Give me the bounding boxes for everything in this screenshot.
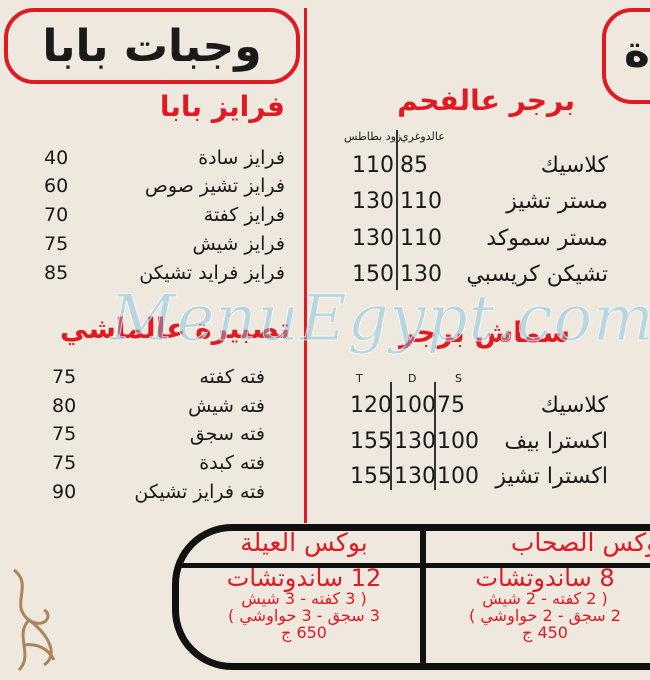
price-separator (434, 382, 436, 490)
item-name: فرايز فرايد تشيكن (139, 262, 285, 284)
item-price-plain: 110 (400, 225, 442, 251)
menu-item: اكسترا بيف 100 130 155 (340, 425, 608, 457)
box-friends: 8 ساندوتشات ( 2 كفته - 2 شيش 2 سجق - 2 ح… (430, 564, 650, 642)
item-price-with-fries: 150 (352, 261, 394, 287)
item-price-single: 100 (437, 463, 479, 489)
col-header-triple: T (356, 372, 363, 385)
item-price: 70 (44, 204, 69, 226)
price-separator (396, 130, 398, 290)
item-price: 75 (52, 366, 77, 388)
item-name: كلاسيك (540, 392, 608, 418)
item-name: اكسترا بيف (504, 428, 608, 454)
item-price: 80 (52, 395, 77, 417)
item-price-plain: 110 (400, 188, 442, 214)
menu-item: فته شيش 80 (20, 392, 265, 420)
item-name: فرايز كفتة (203, 204, 285, 226)
item-price: 85 (44, 262, 69, 284)
box-count: 8 ساندوتشات (475, 564, 615, 592)
ornament-icon (13, 568, 56, 672)
item-name: اكسترا تشيز (495, 463, 608, 489)
item-price-plain: 130 (400, 261, 442, 287)
menu-item: مستر سموكد 110 130 (340, 222, 608, 254)
menu-item: كلاسيك 75 100 120 (340, 389, 608, 421)
item-name: فرايز تشيز صوص (144, 175, 285, 197)
item-name: فته سجق (189, 423, 265, 445)
item-price-triple: 155 (350, 428, 392, 454)
box-header-line (178, 563, 650, 568)
menu-item: فته كبدة 75 (20, 449, 265, 477)
item-price-double: 100 (394, 392, 436, 418)
item-price-triple: 120 (350, 392, 392, 418)
item-price-with-fries: 130 (352, 225, 394, 251)
box-contents-1: ( 3 كفته - 3 شيش (241, 589, 367, 609)
fries-section-title: فرايز بابا (159, 90, 285, 123)
item-name: فرايز سادة (198, 147, 285, 169)
item-price-single: 75 (437, 392, 465, 418)
box-contents-1: ( 2 كفته - 2 شيش (482, 589, 608, 609)
item-price-with-fries: 110 (352, 152, 394, 178)
menu-item: فرايز كفتة 70 (20, 201, 285, 229)
price-separator (390, 382, 392, 490)
charcoal-burger-title: برجر عالفحم (397, 84, 575, 117)
box-contents-2: 2 سجق - 2 حواوشي ) (469, 605, 621, 625)
item-price-single: 100 (437, 428, 479, 454)
menu-item: فرايز سادة 40 (20, 144, 285, 172)
page-title: وجبات بابا (4, 8, 300, 84)
box-title-friends: بوكس الصحاب (510, 528, 650, 557)
box-price: 450 ج (522, 622, 568, 642)
menu-item: مستر تشيز 110 130 (340, 185, 608, 217)
item-name: مستر سموكد (486, 225, 608, 251)
item-name: مستر تشيز (506, 188, 608, 214)
item-price: 75 (52, 423, 77, 445)
item-price-double: 130 (394, 428, 436, 454)
item-price: 60 (44, 175, 69, 197)
menu-item: فته سجق 75 (20, 420, 265, 448)
box-family: 12 ساندوتشات ( 3 كفته - 3 شيش 3 سجق - 3 … (190, 564, 418, 642)
menu-item: فرايز تشيز صوص 60 (20, 172, 285, 200)
item-name: فته كفته (199, 366, 265, 388)
menu-item: فته كفته 75 (20, 363, 265, 391)
column-divider (304, 8, 307, 523)
menu-item: تشيكن كريسبي 130 150 (340, 258, 608, 290)
item-price: 40 (44, 147, 69, 169)
item-price: 75 (52, 452, 77, 474)
col-header-single: S (455, 372, 462, 385)
tasbeera-section-title: تصبيرة عالماشي (60, 312, 290, 345)
item-name: فته كبدة (199, 452, 265, 474)
col-header-with-fries: زود بطاطس (344, 130, 402, 143)
item-price: 75 (44, 233, 69, 255)
menu-item: فرايز فرايد تشيكن 85 (20, 259, 285, 287)
item-price-with-fries: 130 (352, 188, 394, 214)
item-name: فرايز شيش (192, 233, 285, 255)
item-price-double: 130 (394, 463, 436, 489)
smash-burger-title: سماش برجر (399, 316, 570, 349)
item-name: كلاسيك (540, 152, 608, 178)
item-price: 90 (52, 481, 77, 503)
item-name: تشيكن كريسبي (466, 261, 608, 287)
item-name: فته شيش (188, 395, 265, 417)
box-divider (420, 527, 426, 667)
item-name: فته فرايز تشيكن (134, 481, 265, 503)
box-contents-2: 3 سجق - 3 حواوشي ) (228, 605, 380, 625)
box-count: 12 ساندوتشات (226, 564, 382, 592)
boxes-frame (172, 524, 650, 670)
menu-item: كلاسيك 85 110 (340, 149, 608, 181)
partial-section-title: ة (602, 8, 650, 104)
menu-item: فرايز شيش 75 (20, 230, 285, 258)
menu-item: فته فرايز تشيكن 90 (20, 478, 265, 506)
box-title-family: بوكس العيلة (240, 528, 368, 557)
watermark: MenuEgypt.com (110, 282, 650, 357)
col-header-double: D (408, 372, 417, 385)
box-price: 650 ج (281, 622, 327, 642)
menu-item: اكسترا تشيز 100 130 155 (340, 460, 608, 492)
item-price-plain: 85 (400, 152, 428, 178)
col-header-plain: عالدوغري (400, 130, 445, 143)
item-price-triple: 155 (350, 463, 392, 489)
